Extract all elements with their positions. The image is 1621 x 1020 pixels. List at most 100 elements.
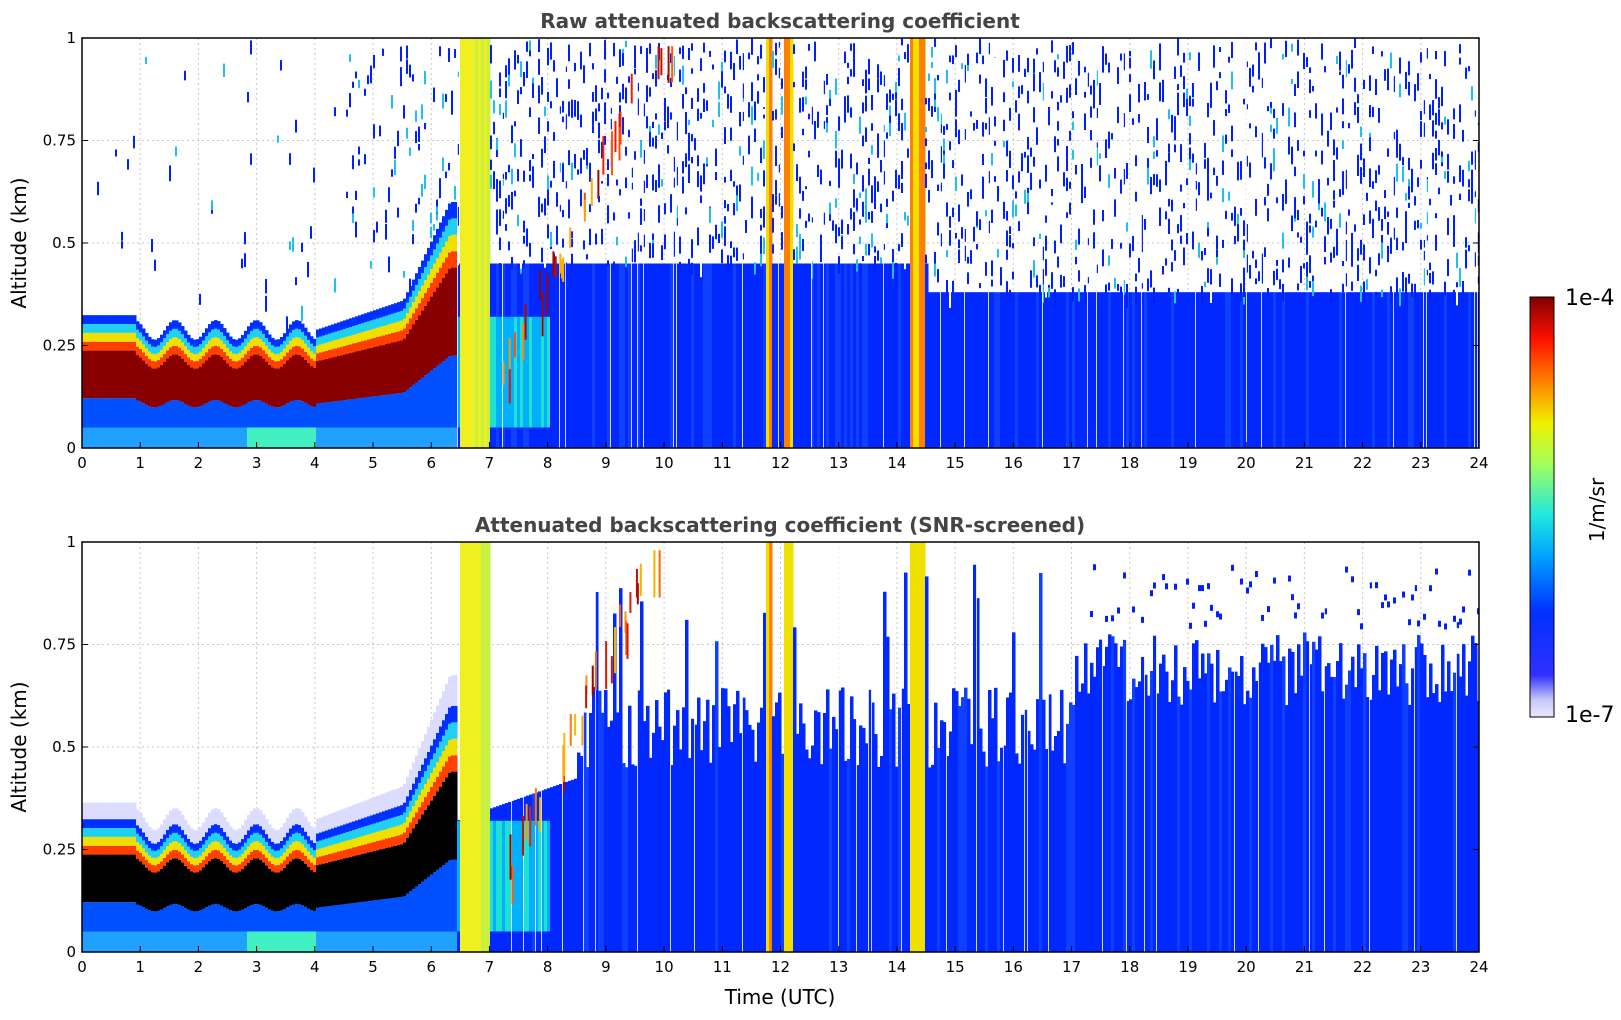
surface-layer-cell — [319, 931, 323, 952]
surface-layer-cell — [316, 931, 320, 952]
surface-layer-cell — [394, 427, 398, 448]
aerosol-edge-cell — [142, 344, 146, 353]
noise-cell — [949, 92, 951, 101]
bl-lower-cell — [160, 405, 164, 428]
bl-lower-cell — [202, 404, 206, 428]
noise-cell — [1330, 289, 1332, 302]
aerosol-edge-cell — [163, 346, 167, 354]
noise-cell — [892, 249, 894, 267]
mixed-layer-cell — [1030, 292, 1034, 448]
noise-cell — [1441, 122, 1443, 130]
surface-layer-cell — [328, 427, 332, 448]
aerosol-edge-cell — [220, 827, 224, 837]
aerosol-edge-cell — [382, 325, 386, 336]
surface-layer-cell — [151, 931, 155, 952]
noise-cell — [646, 64, 648, 73]
aerosol-edge-cell — [385, 810, 389, 820]
bl-lower-cell — [88, 902, 92, 932]
noise-cell — [370, 261, 372, 269]
aerosol-edge-cell — [154, 339, 158, 347]
mixed-layer-cell — [1153, 292, 1157, 448]
noise-cell — [250, 153, 252, 165]
surface-layer-cell — [208, 931, 212, 952]
screened-edge-cell — [283, 822, 287, 838]
aerosol-edge-cell — [430, 759, 434, 774]
noise-cell — [1012, 271, 1014, 280]
noise-cell — [1411, 283, 1413, 294]
aerosol-edge-cell — [385, 838, 389, 849]
noise-cell — [1138, 257, 1140, 273]
noise-cell — [805, 66, 807, 79]
noise-cell — [1147, 158, 1149, 171]
mixed-layer-cell — [1339, 643, 1343, 952]
mixed-layer-cell — [640, 601, 644, 952]
noise-cell — [1156, 156, 1158, 164]
surface-layer-cell — [301, 931, 305, 952]
noise-cell — [754, 262, 756, 275]
noise-cell — [646, 50, 648, 69]
noise-cell — [1405, 286, 1407, 305]
noise-cell — [847, 62, 849, 68]
aerosol-edge-cell — [448, 756, 452, 773]
noise-cell — [892, 261, 894, 279]
noise-cell — [853, 189, 855, 208]
noise-cell — [1360, 126, 1362, 137]
aerosol-core-cell — [343, 354, 347, 401]
aerosol-edge-cell — [409, 318, 413, 330]
mixed-layer-cell — [961, 292, 965, 448]
mixed-layer-cell — [985, 292, 989, 448]
mixed-layer-cell — [1117, 292, 1121, 448]
noise-cell — [430, 226, 432, 238]
rain-shaft-cell — [766, 542, 770, 952]
aerosol-core-cell — [340, 355, 344, 401]
bl-lower-cell — [109, 398, 113, 428]
noise-cell — [967, 272, 969, 285]
surface-layer-cell — [361, 427, 365, 448]
aerosol-edge-cell — [358, 819, 362, 829]
bl-lower-cell — [364, 901, 368, 932]
noise-cell — [895, 99, 897, 117]
aerosol-edge-cell — [433, 781, 437, 796]
aerosol-edge-cell — [148, 336, 152, 345]
surface-layer-cell — [184, 427, 188, 448]
noise-cell — [550, 97, 552, 109]
plume-streak — [534, 788, 537, 826]
aerosol-edge-cell — [154, 361, 158, 369]
noise-cell — [1093, 209, 1095, 225]
noise-cell — [1312, 86, 1314, 92]
noise-cell — [679, 261, 681, 274]
aerosol-edge-cell — [400, 301, 404, 311]
surface-layer-cell — [433, 931, 437, 952]
aerosol-edge-cell — [94, 836, 98, 846]
aerosol-edge-cell — [379, 830, 383, 841]
noise-cell — [826, 122, 828, 133]
mixed-layer-cell — [775, 263, 779, 448]
panel1-y-ticks: 00.250.50.751 — [43, 29, 1479, 457]
aerosol-edge-cell — [376, 318, 380, 328]
aerosol-edge-cell — [394, 807, 398, 817]
bl-lower-cell — [85, 398, 89, 428]
mixed-layer-cell — [520, 316, 524, 428]
aerosol-edge-cell — [436, 243, 440, 259]
aerosol-edge-cell — [418, 770, 422, 783]
surface-layer-cell — [304, 427, 308, 448]
noise-cell — [724, 216, 726, 224]
mixed-layer-cell — [688, 758, 692, 952]
noise-cell — [862, 255, 864, 262]
noise-cell — [1342, 140, 1344, 150]
aerosol-edge-cell — [256, 328, 260, 338]
noise-cell — [1222, 239, 1224, 248]
bl-lower-cell — [250, 400, 254, 428]
noise-cell — [763, 237, 765, 254]
bl-lower-cell — [376, 899, 380, 932]
noise-cell — [652, 233, 654, 252]
aerosol-core-cell — [82, 350, 86, 399]
noise-cell — [862, 135, 864, 147]
screened-edge-cell — [211, 809, 215, 826]
bl-lower-cell — [349, 399, 353, 428]
noise-cell — [1306, 57, 1308, 67]
bl-lower-cell — [193, 407, 197, 428]
noise-cell — [1333, 139, 1335, 156]
bl-lower-cell — [229, 910, 233, 932]
mixed-layer-cell — [1369, 292, 1373, 448]
